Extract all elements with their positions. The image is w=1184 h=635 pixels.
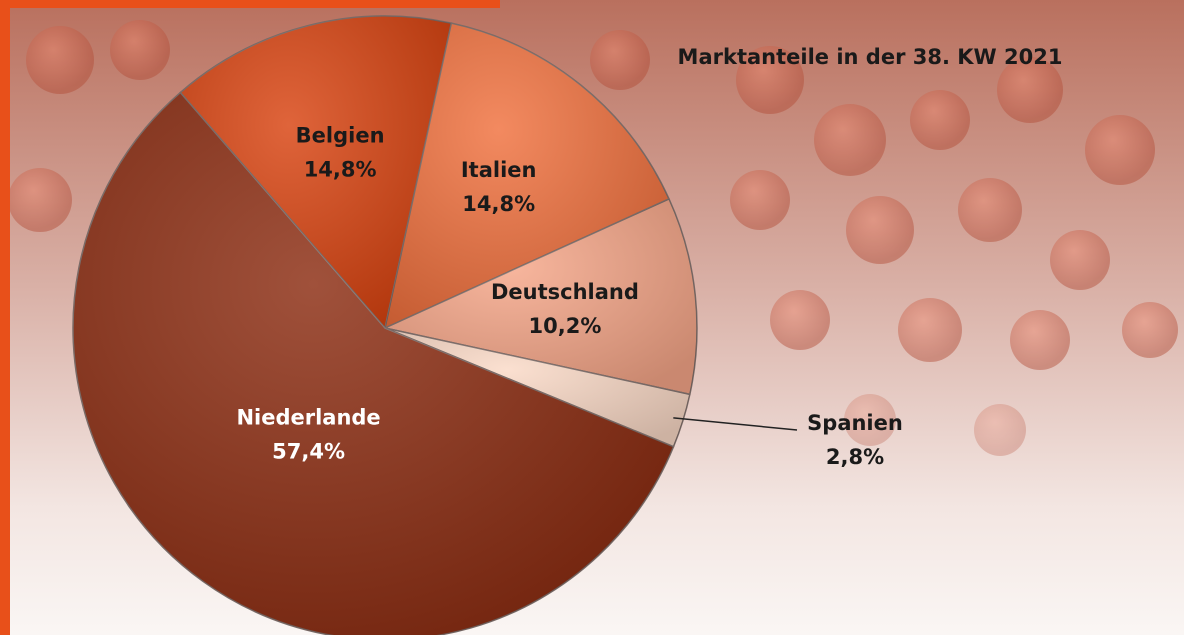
top-accent xyxy=(0,0,500,8)
slice-label: Belgien xyxy=(296,124,385,148)
page: {"chart_data": {"type": "pie", "title": … xyxy=(0,0,1184,635)
value-label: 14,8% xyxy=(304,158,377,182)
slice-label: Spanien xyxy=(807,411,903,435)
value-label: 2,8% xyxy=(826,445,884,469)
left-accent xyxy=(0,0,10,635)
slice-label: Italien xyxy=(461,158,537,182)
slice-label: Deutschland xyxy=(491,280,639,304)
chart-title: Marktanteile in der 38. KW 2021 xyxy=(678,45,1063,69)
slice-label: Niederlande xyxy=(236,405,380,429)
value-label: 57,4% xyxy=(272,439,345,463)
value-label: 10,2% xyxy=(529,314,602,338)
chart: Marktanteile in der 38. KW 2021 Belgien 1… xyxy=(0,0,1184,635)
value-label: 14,8% xyxy=(462,192,535,216)
